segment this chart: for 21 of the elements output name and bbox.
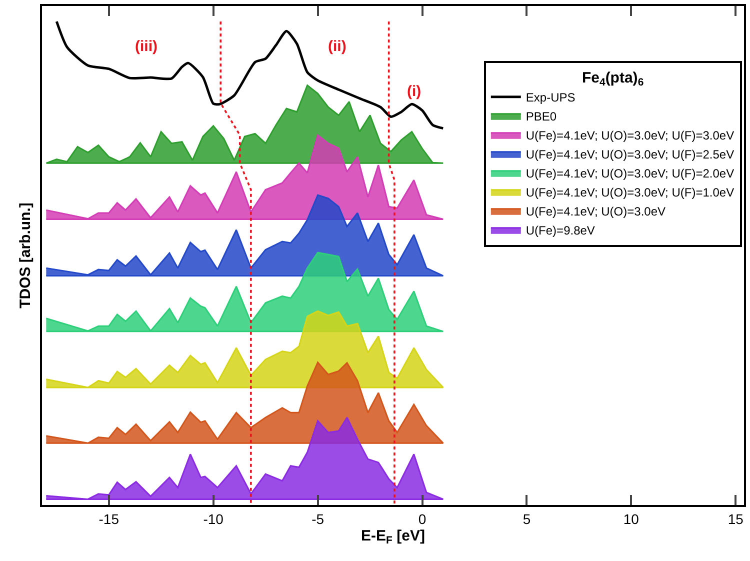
legend-label: U(Fe)=4.1eV; U(O)=3.0eV; U(F)=2.5eV [526,148,734,162]
legend-label: U(Fe)=4.1eV; U(O)=3.0eV [526,204,666,219]
annotation: (iii) [135,38,158,55]
x-tick-label: -10 [203,510,224,527]
x-tick-label: -15 [98,510,120,527]
x-tick-label: 0 [418,510,426,527]
x-tick-label: 10 [623,510,640,527]
x-tick-label: 15 [728,510,744,527]
legend-label: PBE0 [526,110,557,124]
x-axis-title: E-E$_{F}$ [eV] [361,527,425,546]
legend-title: Fe$_{4}$(pta)$_{6}$ [582,69,644,89]
annotation: (ii) [328,38,346,55]
legend-label: Exp-UPS [526,90,576,105]
annotation: (i) [407,83,422,100]
legend-label: U(Fe)=4.1eV; U(O)=3.0eV; U(F)=2.0eV [526,166,734,181]
x-tick-label: 5 [522,510,531,527]
x-tick-label: -5 [312,510,324,527]
legend-label: U(Fe)=4.1eV; U(O)=3.0eV; U(F)=3.0eV [526,128,734,143]
legend-label: U(Fe)=4.1eV; U(O)=3.0eV; U(F)=1.0eV [526,186,734,200]
legend-label: U(Fe)=9.8eV [526,224,595,238]
y-axis-title: TDOS [arb.un.] [16,202,34,308]
